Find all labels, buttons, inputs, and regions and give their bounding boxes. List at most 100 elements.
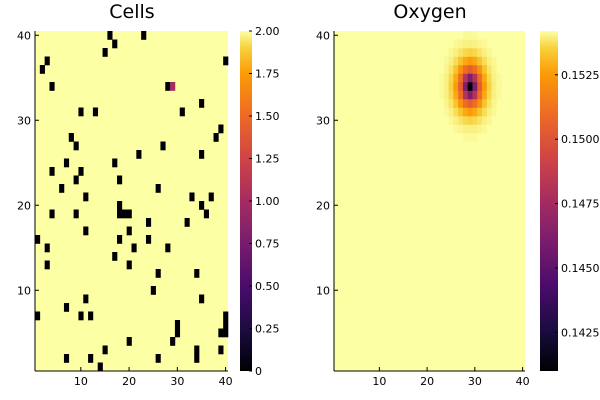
cells-cell xyxy=(218,328,224,338)
cells-cell xyxy=(44,56,50,66)
oxygen-cell xyxy=(453,124,459,134)
cells-cell xyxy=(223,328,229,338)
cells-cell xyxy=(73,141,79,151)
oxygen-cell xyxy=(482,90,488,100)
cells-cell xyxy=(150,286,156,295)
oxygen-cell xyxy=(458,99,464,108)
cells-heatmap xyxy=(35,31,229,372)
oxygen-cell xyxy=(472,48,478,57)
oxygen-cell xyxy=(472,90,478,100)
oxygen-cell xyxy=(486,99,492,108)
oxygen-cell xyxy=(462,116,469,125)
oxygen-cell xyxy=(453,73,459,83)
cells-cell xyxy=(165,82,171,91)
cells-cell xyxy=(145,235,152,244)
cells-cell xyxy=(97,362,103,372)
cells-cell xyxy=(117,175,123,185)
oxygen-cell xyxy=(448,48,454,57)
cells-cell xyxy=(155,269,161,278)
oxygen-cell xyxy=(477,65,483,74)
cells-cell xyxy=(145,218,152,227)
oxygen-cell xyxy=(448,73,454,83)
oxygen-cell xyxy=(486,107,492,117)
oxygen-cell xyxy=(467,48,473,57)
cells-cell xyxy=(194,269,200,278)
oxygen-cell xyxy=(472,116,478,125)
oxygen-cell xyxy=(439,82,445,91)
oxygen-cell xyxy=(453,65,459,74)
oxygen-cell xyxy=(472,31,478,40)
cells-cell xyxy=(203,209,210,219)
oxygen-cell xyxy=(491,99,497,108)
cells-cell xyxy=(35,235,41,244)
cells-cell xyxy=(126,260,132,270)
cells-cell xyxy=(49,209,55,219)
oxygen-cell xyxy=(477,82,483,91)
cells-cell xyxy=(49,167,55,176)
cells-cell xyxy=(63,303,70,312)
oxygen-cell xyxy=(458,73,464,83)
oxygen-y-tick-label: 30 xyxy=(316,114,330,127)
cells-cell xyxy=(121,209,127,219)
oxygen-cell xyxy=(443,82,449,91)
oxygen-colorbar-tick-label: 0.1425 xyxy=(561,326,600,339)
oxygen-cell xyxy=(443,107,449,117)
oxygen-cell xyxy=(458,116,464,125)
cells-x-tick-label: 20 xyxy=(122,375,136,388)
oxygen-cell xyxy=(491,82,497,91)
oxygen-cell xyxy=(472,65,478,74)
oxygen-cell xyxy=(467,73,473,83)
oxygen-cell xyxy=(443,65,449,74)
cells-cell xyxy=(165,243,171,253)
cells-cell xyxy=(194,354,200,363)
oxygen-cell xyxy=(467,82,473,91)
oxygen-cell xyxy=(472,82,478,91)
cells-cell xyxy=(88,354,94,363)
cells-cell xyxy=(59,184,65,193)
oxygen-cell xyxy=(467,116,473,125)
cells-cell xyxy=(184,218,190,227)
oxygen-cell xyxy=(477,73,483,83)
oxygen-cell xyxy=(472,39,478,49)
oxygen-cell xyxy=(462,31,469,40)
oxygen-cell xyxy=(491,107,497,117)
oxygen-colorbar-tick-label: 0.1475 xyxy=(561,198,600,211)
cells-cell xyxy=(73,175,79,185)
oxygen-cell xyxy=(462,133,469,142)
cells-cell xyxy=(199,99,205,108)
oxygen-cell xyxy=(462,65,469,74)
cells-y-tick-label: 10 xyxy=(17,284,31,297)
cells-cell xyxy=(88,311,94,321)
oxygen-cell xyxy=(458,107,464,117)
oxygen-cell xyxy=(462,124,469,134)
cells-x-tick-label: 10 xyxy=(74,375,88,388)
oxygen-cell xyxy=(458,39,464,49)
cells-cell xyxy=(49,82,55,91)
cells-cell xyxy=(213,133,219,142)
oxygen-cell xyxy=(458,48,464,57)
cells-colorbar-tick-label: 2.00 xyxy=(255,25,280,38)
oxygen-cell xyxy=(482,73,488,83)
oxygen-colorbar-ticks: 0.1425 0.1450 0.1475 0.1500 0.1525 xyxy=(555,69,600,339)
cells-y-tick-label: 20 xyxy=(17,199,31,212)
cells-cell xyxy=(117,209,123,219)
oxygen-cell xyxy=(443,73,449,83)
oxygen-cell xyxy=(448,82,454,91)
cells-cell xyxy=(126,209,132,219)
oxygen-cell xyxy=(467,107,473,117)
cells-cell xyxy=(117,201,123,210)
oxygen-cell xyxy=(443,99,449,108)
oxygen-cell xyxy=(458,124,464,134)
oxygen-cell xyxy=(486,90,492,100)
cells-cell xyxy=(102,48,108,57)
cells-cell xyxy=(78,107,84,117)
cells-colorbar-tick-label: 1.00 xyxy=(255,195,280,208)
oxygen-cell xyxy=(467,90,473,100)
cells-cell xyxy=(117,235,123,244)
oxygen-cell xyxy=(467,31,473,40)
oxygen-cell xyxy=(491,73,497,83)
oxygen-cell xyxy=(462,73,469,83)
oxygen-cell xyxy=(482,116,488,125)
oxygen-cell xyxy=(486,116,492,125)
